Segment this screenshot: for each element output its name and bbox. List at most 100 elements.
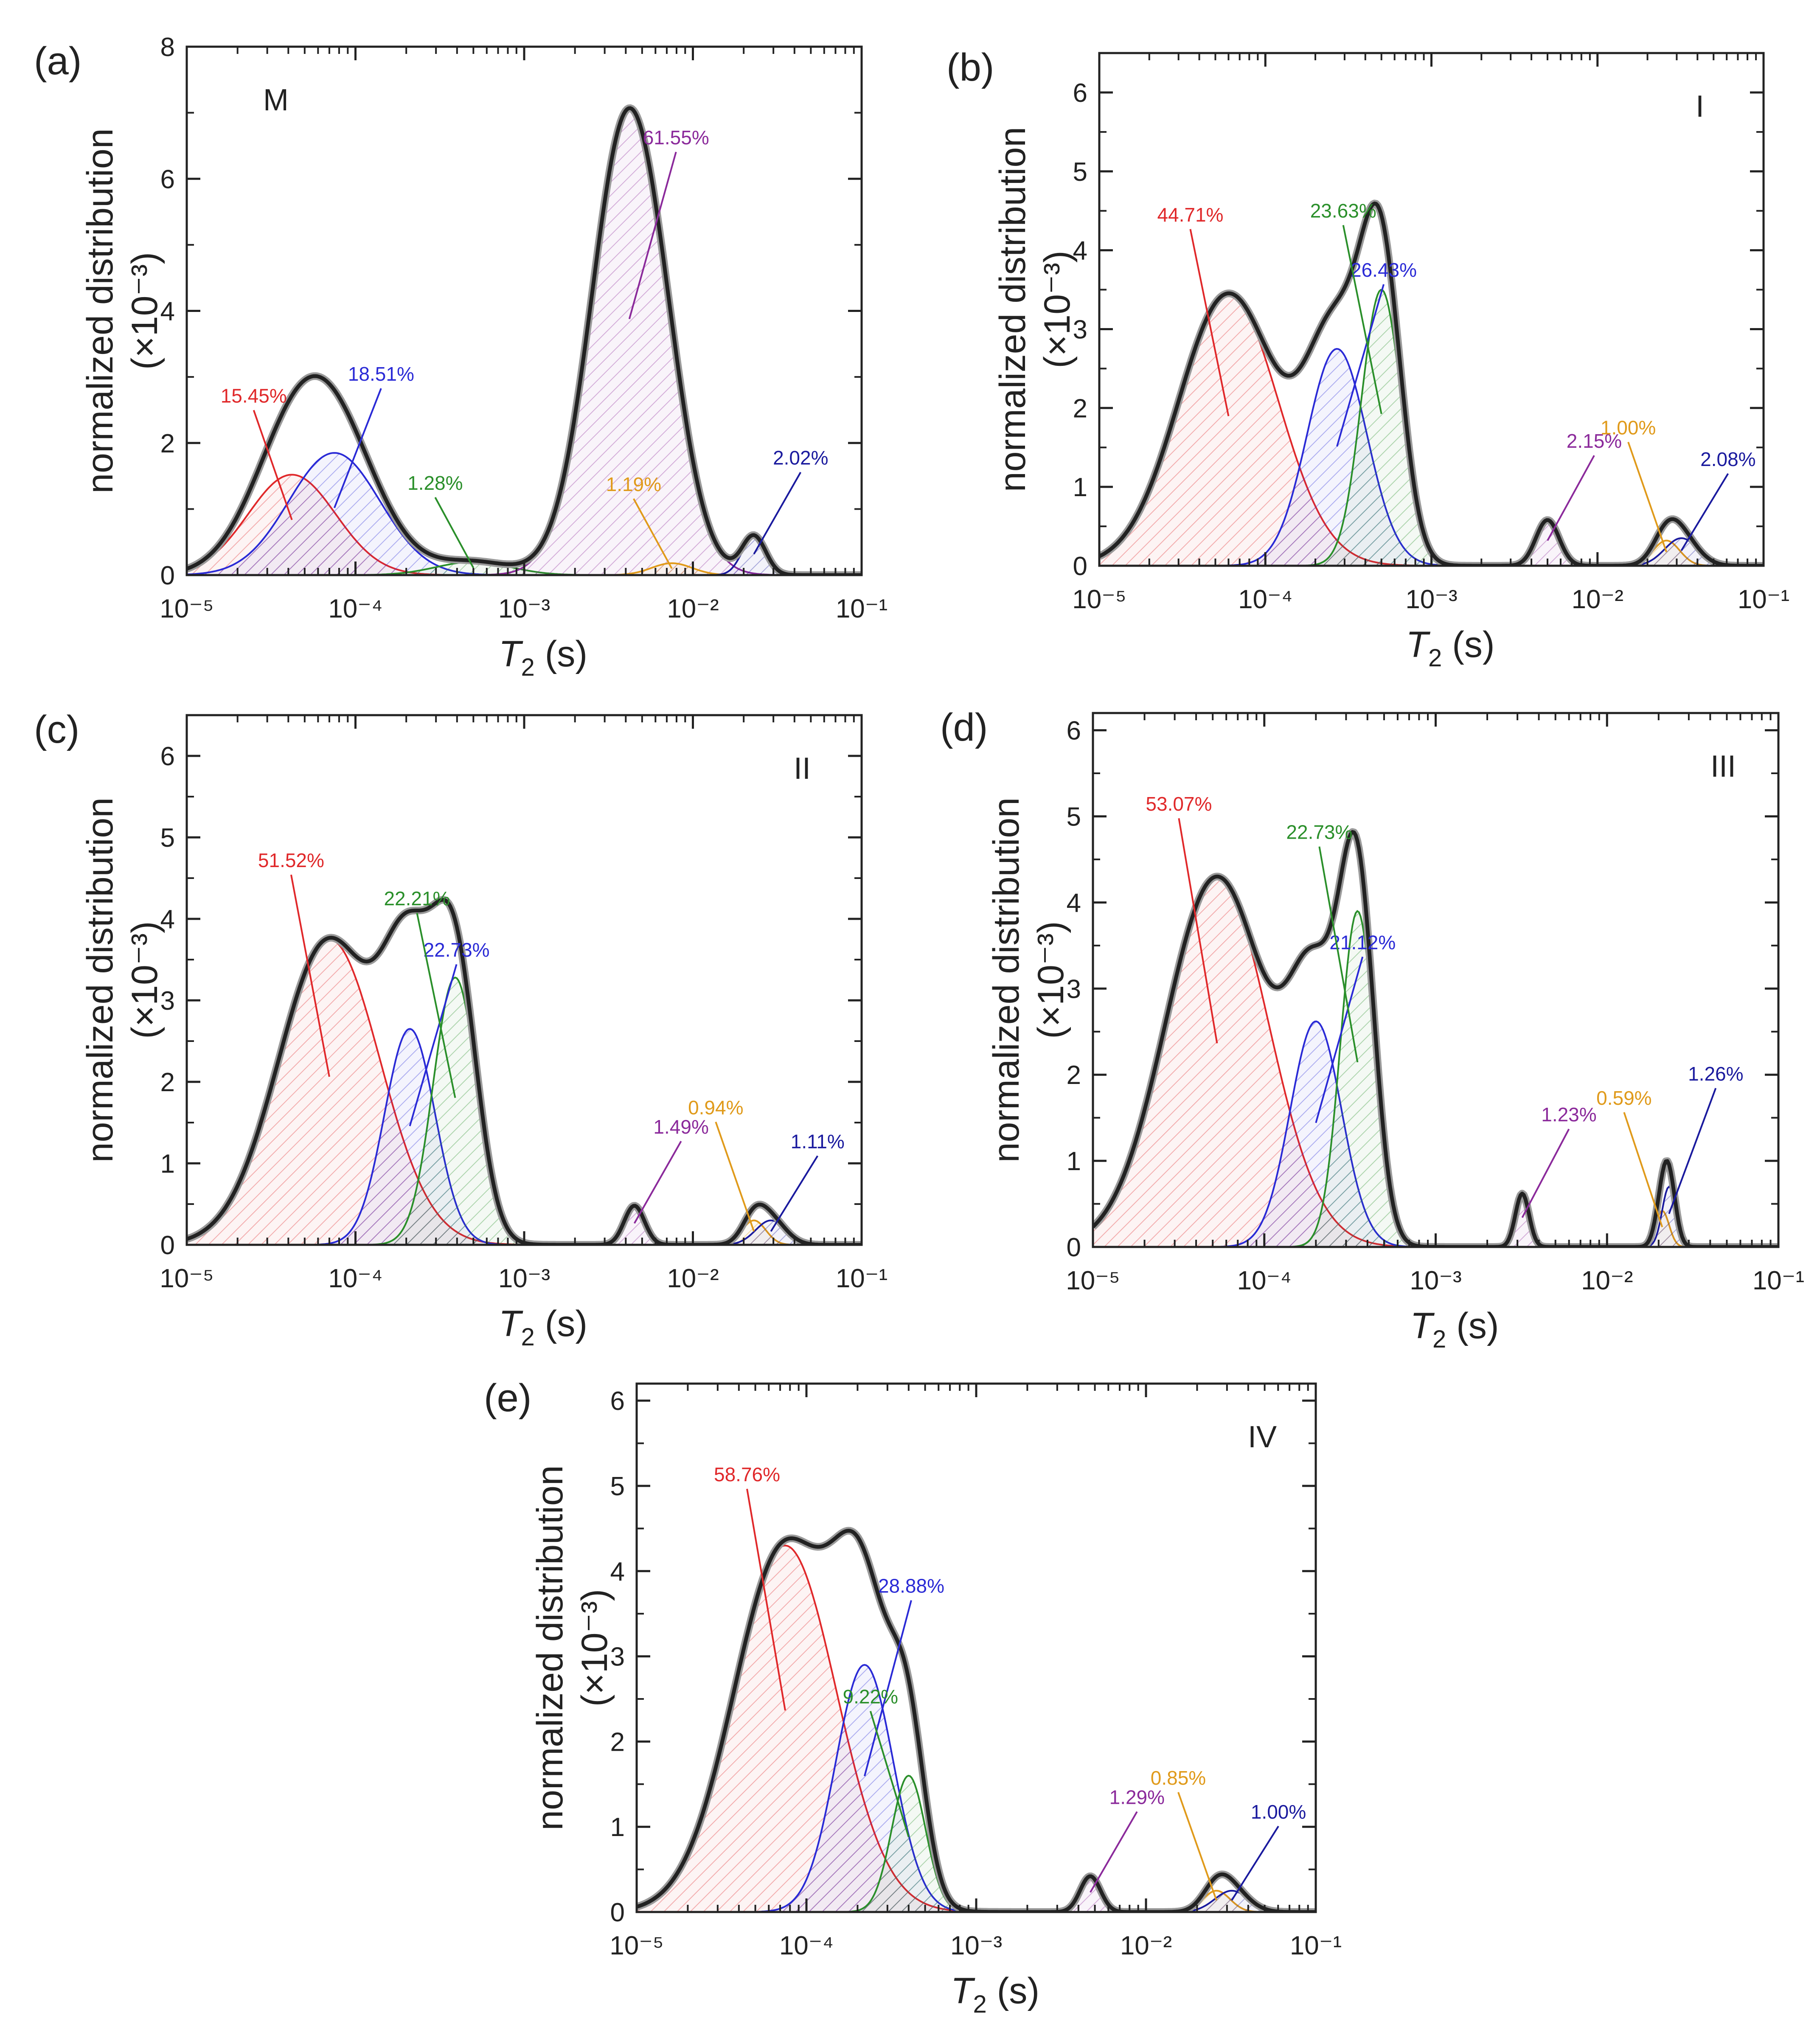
y-tick-label: 5 <box>1073 157 1087 187</box>
x-axis-title: T2 (s) <box>951 1971 1039 2018</box>
peak-fill-red <box>1099 293 1764 566</box>
label-leader-line <box>770 1155 819 1232</box>
label-leader-line <box>633 498 673 569</box>
y-tick-label: 4 <box>160 905 175 934</box>
percent-label: 28.88% <box>878 1575 944 1597</box>
x-tick-label: 10⁻¹ <box>836 594 888 623</box>
percent-label: 1.49% <box>653 1116 708 1138</box>
y-tick-label: 6 <box>160 742 175 771</box>
percent-label: 58.76% <box>714 1463 780 1485</box>
peak-fill-red <box>187 939 862 1245</box>
curves <box>1093 828 1778 1247</box>
sample-label: IV <box>1248 1420 1277 1454</box>
label-leader-line <box>416 912 456 1098</box>
panel-c: 10⁻⁵ 10⁻⁴ 10⁻³ 10⁻² 10⁻¹ 0 1 2 3 4 5 6 T2 (s) normali… <box>34 708 888 1351</box>
y-tick-label: 1 <box>1073 473 1087 502</box>
y-axis-unit: (×10⁻³) <box>124 921 165 1039</box>
x-tick-label: 10⁻² <box>667 594 719 623</box>
y-tick-label: 3 <box>1073 315 1087 344</box>
percent-label: 15.45% <box>221 385 287 407</box>
peak-fill-blue <box>187 453 862 575</box>
y-tick-label: 0 <box>1073 552 1087 581</box>
percent-label: 0.59% <box>1596 1087 1651 1109</box>
percent-label: 1.26% <box>1688 1063 1743 1085</box>
y-axis-unit: (×10⁻³) <box>124 252 165 370</box>
percent-label: 0.94% <box>688 1096 743 1118</box>
label-leader-line <box>1318 846 1359 1063</box>
y-tick-label: 1 <box>610 1813 625 1842</box>
peak-fill-red <box>1093 876 1778 1247</box>
y-tick-label: 3 <box>1067 974 1081 1004</box>
label-leader-line <box>1315 956 1364 1123</box>
label-leader-line <box>1627 441 1667 552</box>
x-tick-label: 10⁻⁵ <box>160 594 213 623</box>
sample-label: I <box>1696 90 1704 124</box>
y-axis-unit: (×10⁻³) <box>1037 250 1078 368</box>
label-leader-line <box>434 497 475 568</box>
percent-label: 1.11% <box>791 1130 845 1152</box>
y-tick-label: 4 <box>1073 236 1087 266</box>
y-tick-label: 2 <box>160 1068 175 1097</box>
percent-label: 53.07% <box>1146 793 1212 815</box>
percent-label: 18.51% <box>348 363 414 385</box>
x-tick-label: 10⁻² <box>1572 585 1623 614</box>
panel-letter: (b) <box>947 46 994 89</box>
percent-label: 2.08% <box>1700 448 1755 470</box>
x-tick-label: 10⁻⁴ <box>328 1264 382 1293</box>
percent-label: 9.22% <box>843 1686 898 1708</box>
percent-label: 22.21% <box>384 887 450 910</box>
percent-label: 26.43% <box>1351 259 1417 281</box>
y-tick-label: 8 <box>160 33 175 62</box>
panel-letter: (d) <box>940 706 988 749</box>
percent-label: 2.02% <box>773 447 828 469</box>
y-tick-label: 6 <box>1067 716 1081 746</box>
x-axis-title: T2 (s) <box>1406 624 1495 672</box>
x-tick-label: 10⁻³ <box>1405 585 1457 614</box>
percent-label: 61.55% <box>643 126 709 149</box>
y-tick-label: 0 <box>160 561 175 590</box>
x-tick-label: 10⁻¹ <box>1753 1266 1804 1295</box>
label-leader-line <box>1521 1129 1570 1218</box>
percent-label: 1.19% <box>606 473 661 495</box>
panel-letter: (c) <box>34 708 79 751</box>
percent-label: 21.12% <box>1329 931 1396 953</box>
label-leader-line <box>715 1121 755 1232</box>
x-tick-label: 10⁻³ <box>950 1931 1002 1960</box>
label-leader-line <box>1231 1825 1279 1901</box>
y-axis-title: normalized distribution <box>992 127 1033 492</box>
peak-curve-navy <box>1099 537 1764 566</box>
y-tick-label: 0 <box>610 1898 625 1927</box>
percent-label: 44.71% <box>1157 204 1223 226</box>
sample-label: III <box>1710 750 1736 783</box>
x-tick-label: 10⁻³ <box>498 594 550 623</box>
peak-curve-red <box>187 474 862 575</box>
y-axis-unit: (×10⁻³) <box>1031 921 1071 1039</box>
x-tick-label: 10⁻¹ <box>836 1264 888 1293</box>
peak-fill-red <box>637 1545 1316 1912</box>
y-tick-label: 2 <box>160 429 175 458</box>
label-leader-line <box>1189 229 1230 416</box>
label-leader-line <box>290 874 330 1077</box>
label-leader-line <box>869 1711 910 1837</box>
label-leader-line <box>333 388 382 508</box>
y-tick-label: 5 <box>610 1472 625 1501</box>
total-curve <box>187 106 862 575</box>
percent-label: 1.00% <box>1251 1801 1306 1823</box>
x-tick-label: 10⁻¹ <box>1290 1931 1342 1960</box>
y-tick-label: 1 <box>1067 1147 1081 1176</box>
x-tick-label: 10⁻⁴ <box>328 594 382 623</box>
x-tick-label: 10⁻² <box>667 1264 719 1293</box>
y-tick-label: 4 <box>610 1557 625 1586</box>
percent-label: 22.73% <box>424 939 490 961</box>
sample-label: M <box>263 83 289 117</box>
panel-e: 10⁻⁵ 10⁻⁴ 10⁻³ 10⁻² 10⁻¹ 0 1 2 3 4 5 6 T2 (s) normali… <box>484 1376 1342 2018</box>
x-tick-label: 10⁻⁵ <box>160 1264 213 1293</box>
x-tick-label: 10⁻⁴ <box>1238 585 1292 614</box>
curves <box>1099 199 1764 566</box>
y-tick-label: 4 <box>1067 888 1081 918</box>
x-tick-label: 10⁻¹ <box>1738 585 1789 614</box>
y-tick-label: 2 <box>1073 394 1087 423</box>
y-tick-label: 6 <box>160 165 175 194</box>
percent-label: 1.28% <box>407 472 463 494</box>
y-tick-label: 6 <box>610 1387 625 1416</box>
